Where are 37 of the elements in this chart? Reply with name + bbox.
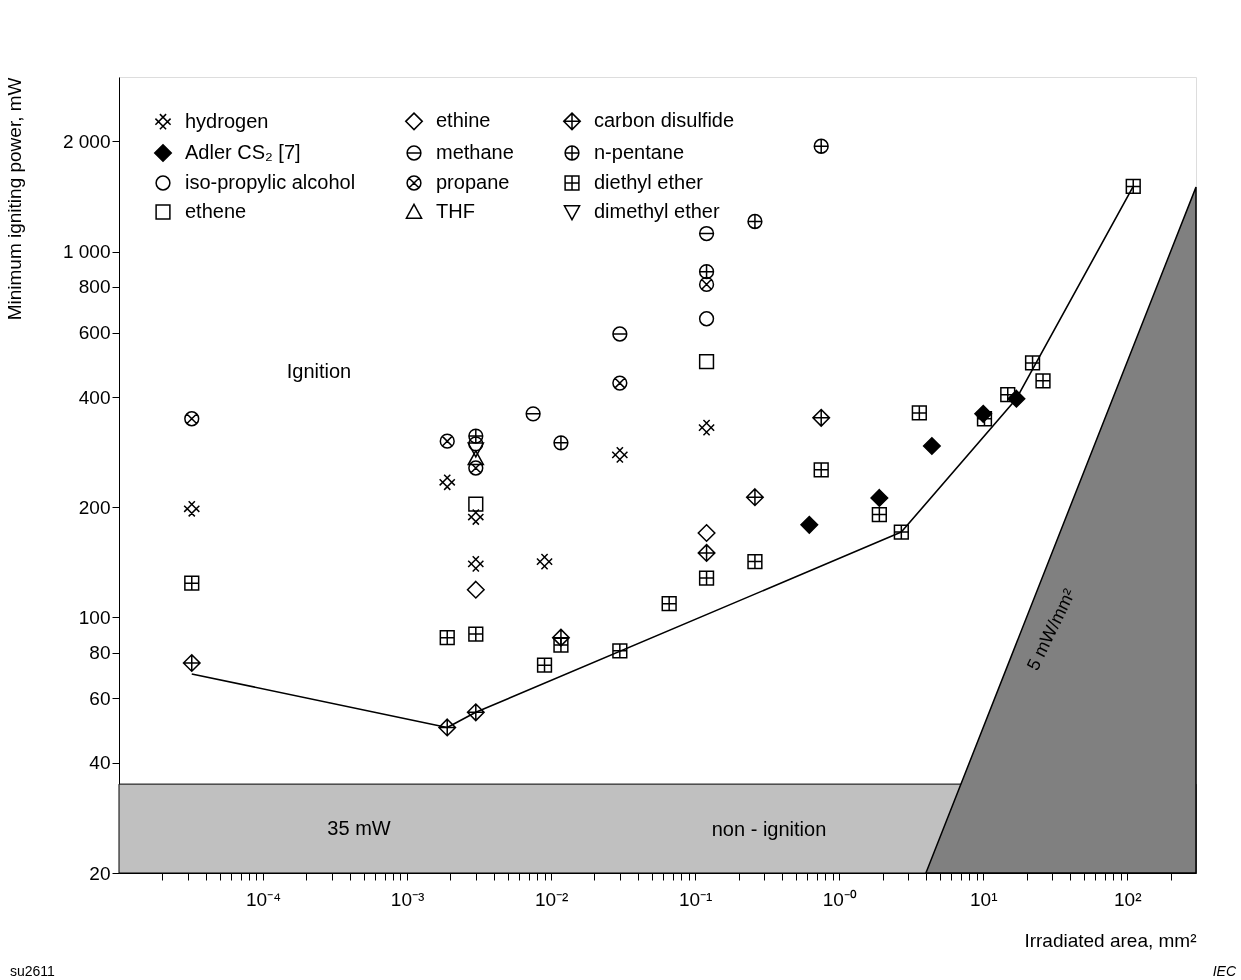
x-tick-label: 10² [1114,888,1142,910]
x-axis-title: Irradiated area, mm² [1024,929,1197,951]
y-axis-title: Minimum igniting power, mW [3,77,25,321]
y-tick-label: 20 [89,862,111,884]
legend-label: methane [436,141,514,163]
legend-label: THF [436,200,475,222]
band-label: 35 mW [327,817,391,839]
y-tick-label: 200 [78,496,111,518]
y-tick-label: 1 000 [62,241,111,263]
legend-label: propane [436,171,510,193]
y-tick-label: 800 [78,276,111,298]
y-tick-label: 100 [78,606,111,628]
y-tick-label: 80 [89,642,111,664]
y-tick-label: 600 [78,322,111,344]
y-tick-label: 400 [78,386,111,408]
x-tick-label: 10⁻⁰ [822,888,857,910]
annotation: Ignition [286,360,352,382]
legend-label: hydrogen [185,109,269,132]
y-tick-label: 40 [89,752,111,774]
x-tick-label: 10⁻³ [390,888,425,910]
annotation: non - ignition [711,818,827,840]
legend-label: ethine [436,109,491,132]
x-tick-label: 10⁻¹ [678,888,713,910]
y-tick-label: 60 [89,687,111,709]
legend-label: ethene [185,200,247,222]
legend-label: n-pentane [594,141,685,163]
legend-label: Adler CS₂ [7] [185,141,301,163]
legend-label: carbon disulfide [594,109,735,132]
y-tick-label: 2 000 [62,130,111,152]
text: IEC [1212,963,1237,979]
x-tick-label: 10⁻⁴ [245,888,282,910]
legend-label: iso-propylic alcohol [185,171,356,193]
text: su2611 [10,963,56,979]
legend-label: diethyl ether [594,171,704,193]
x-tick-label: 10⁻² [534,888,569,910]
legend-label: dimethyl ether [594,200,720,222]
x-tick-label: 10¹ [970,888,998,910]
